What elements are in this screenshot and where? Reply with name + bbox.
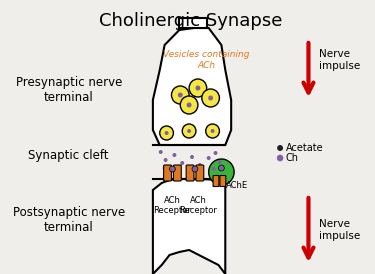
- Circle shape: [206, 124, 219, 138]
- Circle shape: [192, 166, 198, 172]
- Text: Presynaptic nerve
terminal: Presynaptic nerve terminal: [15, 76, 122, 104]
- Circle shape: [207, 156, 211, 160]
- FancyBboxPatch shape: [173, 165, 181, 181]
- Polygon shape: [153, 179, 225, 274]
- Polygon shape: [179, 18, 207, 28]
- Polygon shape: [153, 28, 231, 145]
- FancyBboxPatch shape: [220, 176, 226, 187]
- Circle shape: [172, 153, 176, 157]
- Circle shape: [164, 158, 168, 162]
- Circle shape: [190, 155, 194, 159]
- Circle shape: [211, 129, 214, 133]
- Circle shape: [202, 89, 219, 107]
- FancyBboxPatch shape: [196, 165, 204, 181]
- Circle shape: [189, 79, 207, 97]
- Circle shape: [170, 166, 176, 172]
- Text: ACh
Receptor: ACh Receptor: [179, 196, 217, 215]
- Circle shape: [209, 159, 234, 185]
- Circle shape: [187, 102, 192, 107]
- Circle shape: [208, 96, 213, 101]
- Text: Acetate: Acetate: [286, 143, 324, 153]
- Circle shape: [171, 86, 189, 104]
- FancyBboxPatch shape: [186, 165, 194, 181]
- Text: Nerve
impulse: Nerve impulse: [319, 219, 360, 241]
- Circle shape: [180, 161, 184, 165]
- Text: Ch: Ch: [286, 153, 299, 163]
- Circle shape: [217, 160, 221, 164]
- Text: Synaptic cleft: Synaptic cleft: [28, 149, 109, 161]
- Text: Postsynaptic nerve
terminal: Postsynaptic nerve terminal: [13, 206, 125, 234]
- FancyBboxPatch shape: [164, 165, 171, 181]
- Circle shape: [211, 167, 216, 171]
- Text: ACh
Receptor: ACh Receptor: [153, 196, 191, 215]
- Circle shape: [198, 163, 202, 167]
- FancyBboxPatch shape: [213, 176, 219, 187]
- Circle shape: [195, 85, 200, 90]
- Text: AChE: AChE: [226, 181, 248, 190]
- Text: Vesicles containing
ACh: Vesicles containing ACh: [164, 50, 250, 70]
- Circle shape: [176, 168, 179, 172]
- Circle shape: [277, 145, 283, 151]
- Circle shape: [180, 96, 198, 114]
- Circle shape: [277, 155, 283, 161]
- Text: Cholinergic Synapse: Cholinergic Synapse: [99, 12, 283, 30]
- Circle shape: [159, 150, 163, 154]
- Circle shape: [200, 166, 204, 170]
- Circle shape: [187, 170, 191, 174]
- Circle shape: [213, 151, 217, 155]
- Circle shape: [219, 165, 224, 171]
- Circle shape: [187, 129, 191, 133]
- Circle shape: [160, 126, 173, 140]
- Text: Nerve
impulse: Nerve impulse: [319, 49, 360, 71]
- Circle shape: [178, 93, 183, 98]
- Circle shape: [163, 166, 166, 170]
- Circle shape: [165, 131, 168, 135]
- Circle shape: [182, 124, 196, 138]
